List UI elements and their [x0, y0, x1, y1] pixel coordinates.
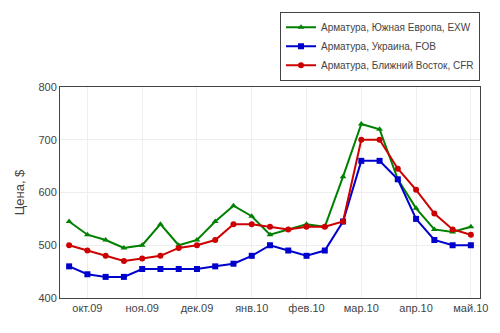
svg-text:Цена, $: Цена, $: [12, 169, 27, 215]
svg-text:Арматура, Ближний Восток, CFR: Арматура, Ближний Восток, CFR: [321, 60, 474, 71]
svg-text:янв.10: янв.10: [235, 302, 268, 314]
svg-text:Арматура, Южная Европа, EXW: Арматура, Южная Европа, EXW: [321, 22, 471, 33]
svg-text:апр.10: апр.10: [399, 302, 432, 314]
svg-text:600: 600: [38, 186, 56, 198]
svg-text:дек.09: дек.09: [181, 302, 214, 314]
svg-text:окт.09: окт.09: [72, 302, 102, 314]
svg-text:май.10: май.10: [453, 302, 488, 314]
svg-text:500: 500: [38, 239, 56, 251]
svg-text:Арматура, Украина, FOB: Арматура, Украина, FOB: [321, 41, 436, 52]
svg-text:800: 800: [38, 81, 56, 93]
svg-text:фев.10: фев.10: [288, 302, 324, 314]
svg-text:400: 400: [38, 292, 56, 304]
svg-text:мар.10: мар.10: [344, 302, 379, 314]
svg-text:700: 700: [38, 134, 56, 146]
svg-text:ноя.09: ноя.09: [125, 302, 158, 314]
